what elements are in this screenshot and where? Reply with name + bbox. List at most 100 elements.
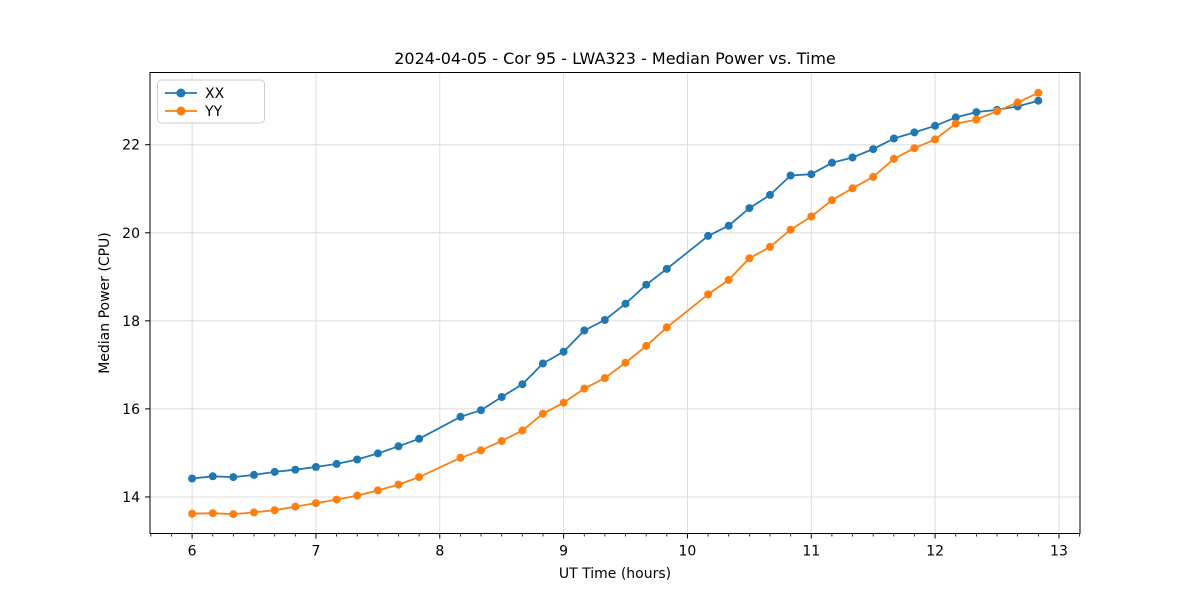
series-yy-point [188,509,197,518]
series-yy-point [889,154,898,163]
series-xx-point [353,455,362,464]
series-xx-point [373,449,382,458]
x-tick-label: 7 [311,544,320,560]
y-tick-label: 20 [122,226,140,242]
series-xx-point [332,459,341,468]
series-xx-point [786,171,795,180]
series-xx-point [250,470,258,479]
series-yy-point [766,242,774,251]
series-yy-point [353,491,362,500]
series-xx-point [188,474,197,483]
series-yy-line [191,91,1040,515]
series-yy-point [848,184,857,193]
y-tick-label: 16 [122,402,140,418]
legend-label-xx: XX [205,86,225,102]
series-xx-point [1034,96,1043,105]
x-axis-label: UT Time (hours) [559,566,671,582]
series-xx-point [869,145,878,154]
series-yy-point [931,135,940,144]
series-yy-point [786,225,795,234]
legend-marker-xx-icon [176,88,186,98]
y-tick-label: 22 [122,138,140,154]
series-yy-point [311,499,320,508]
series-yy-point [621,358,630,367]
series-xx-point [889,134,898,143]
series-xx-point [724,221,733,230]
legend-label-yy: YY [204,104,223,120]
series-xx-point [910,128,919,137]
series-yy-point [724,275,733,284]
series-xx-point [538,359,547,368]
series-yy-point [518,426,527,435]
x-tick-label: 9 [559,544,568,560]
series-xx-point [745,204,754,213]
series-yy-point [993,107,1001,116]
series-xx-point [600,316,609,324]
axis-ticks: 6 7 8 9 10 11 12 13 14 16 18 20 22 [122,138,1080,560]
series-yy-point [600,374,609,383]
series-yy-point [662,323,671,332]
legend-marker-yy-icon [176,106,186,116]
series-yy-point [415,473,424,482]
series-yy-point [456,453,465,462]
series-yy-point [745,254,754,263]
series-yy-point [972,115,981,124]
series-yy [188,88,1043,519]
series-xx-point [477,406,485,415]
series-yy-point [291,502,300,511]
grid-lines [150,72,1080,534]
series-xx-point [270,467,279,476]
series-xx-point [662,264,671,273]
series-xx-point [415,434,424,443]
series-xx-point [621,299,630,308]
series-yy-point [394,480,403,489]
series-yy-point [807,212,816,221]
series-xx-point [456,412,465,421]
series-xx [188,96,1043,483]
series-xx-point [828,158,836,167]
series-xx-line [191,99,1040,480]
series-yy-point [869,172,878,181]
series-xx-point [642,280,651,289]
x-tick-label: 13 [1050,544,1068,560]
series-xx-point [931,121,940,130]
series-yy-point [332,495,341,504]
series-xx-point [766,190,774,199]
series-yy-point [910,144,919,153]
series-xx-point [229,473,238,482]
series-xx-point [291,465,300,474]
series-yy-point [951,119,960,128]
series-yy-point [250,508,258,517]
series-xx-point [704,231,713,240]
series-xx-point [394,442,403,451]
plot-border [149,72,1081,534]
series-yy-point [270,506,279,515]
x-tick-label: 6 [188,544,197,560]
series-xx-point [559,347,568,356]
series-xx-point [972,108,981,117]
chart-title: 2024-04-05 - Cor 95 - LWA323 - Median Po… [394,49,836,68]
series-yy-point [1034,88,1043,97]
series-yy-point [208,509,217,518]
x-tick-label: 10 [679,544,697,560]
series-yy-point [580,384,589,393]
series-yy-point [373,486,382,495]
series-xx-point [580,326,589,335]
series-yy-point [477,446,485,455]
series-xx-point [807,170,816,179]
series-yy-point [559,398,568,407]
series-xx-point [311,463,320,471]
series-xx-point [497,393,506,401]
legend: XX YY [157,79,265,124]
series-yy-point [642,341,651,350]
series-yy-point [828,196,836,205]
data-series [188,88,1043,519]
x-tick-label: 11 [802,544,820,560]
x-tick-label: 8 [435,544,444,560]
series-yy-point [704,290,713,299]
series-xx-point [208,472,217,481]
y-axis-label: Median Power (CPU) [97,232,113,374]
y-tick-label: 18 [122,314,140,330]
